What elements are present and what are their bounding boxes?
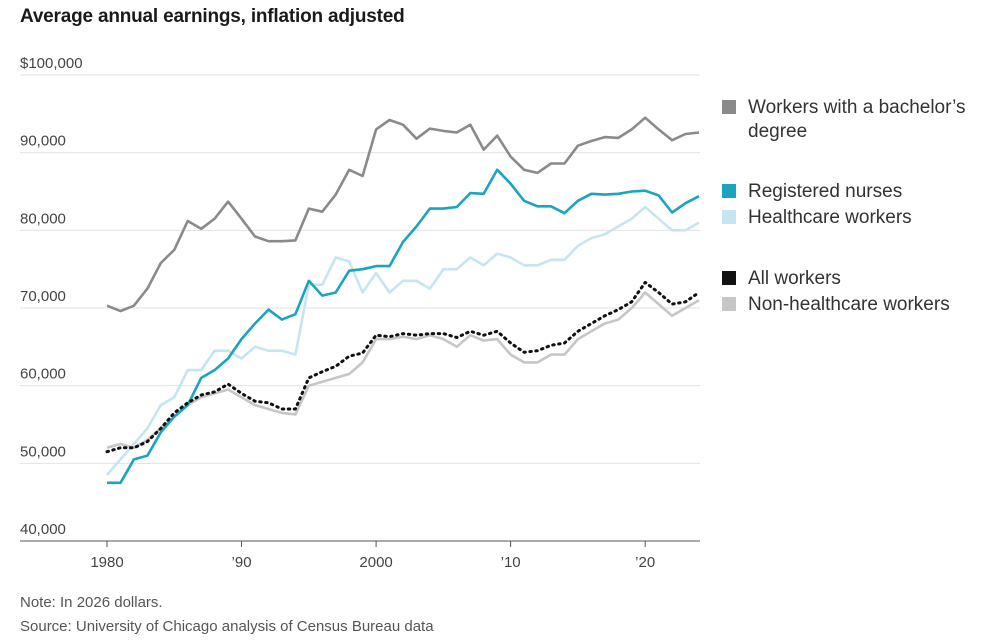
legend-swatch-bachelors	[722, 100, 736, 114]
legend-swatch-healthcare	[722, 210, 736, 224]
y-tick-label: 50,000	[20, 443, 66, 460]
x-tick-label: ’10	[501, 554, 521, 571]
chart-source: Source: University of Chicago analysis o…	[20, 618, 434, 635]
x-tick-label: ’20	[635, 554, 655, 571]
legend-swatch-nonhealthcare	[722, 297, 736, 311]
x-tick-label: 1980	[90, 554, 123, 571]
x-tick-label: 2000	[359, 554, 392, 571]
legend-label-healthcare: Healthcare workers	[748, 207, 912, 228]
series-line-all	[105, 280, 701, 454]
y-tick-label: 70,000	[20, 288, 66, 305]
legend-label-bachelors: Workers with a bachelor’s degree	[748, 97, 966, 142]
legend-swatch-all	[722, 271, 736, 285]
y-tick-label: 40,000	[20, 521, 66, 538]
series-lines	[105, 116, 701, 485]
y-tick-label: 80,000	[20, 210, 66, 227]
legend-item-all: All workers	[722, 267, 988, 291]
legend-label-nurses: Registered nurses	[748, 181, 903, 202]
x-axis-ticks: 1980 ’90 2000 ’10 ’20	[90, 541, 655, 571]
series-line-nonhealthcare	[106, 291, 700, 450]
y-axis-ticks: $100,000 90,000 80,000 70,000 60,000 50,000 40…	[20, 55, 83, 538]
y-tick-label: $100,000	[20, 55, 83, 72]
series-line-nurses	[107, 168, 700, 485]
series-line-bachelors	[106, 116, 700, 313]
gridlines	[20, 74, 700, 542]
x-tick-label: ’90	[232, 554, 252, 571]
legend-item-healthcare: Healthcare workers	[722, 206, 988, 230]
chart-title: Average annual earnings, inflation adjus…	[20, 6, 405, 27]
series-line-healthcare	[106, 205, 700, 476]
legend-item-bachelors: Workers with a bachelor’s degree	[722, 96, 988, 144]
legend-swatch-nurses	[722, 184, 736, 198]
y-tick-label: 90,000	[20, 133, 66, 150]
chart-note: Note: In 2026 dollars.	[20, 594, 163, 611]
y-tick-label: 60,000	[20, 366, 66, 383]
legend-label-all: All workers	[748, 268, 841, 289]
legend-item-nurses: Registered nurses	[722, 180, 988, 204]
legend-item-nonhealthcare: Non-healthcare workers	[722, 293, 988, 317]
legend-label-nonhealthcare: Non-healthcare workers	[748, 294, 950, 315]
